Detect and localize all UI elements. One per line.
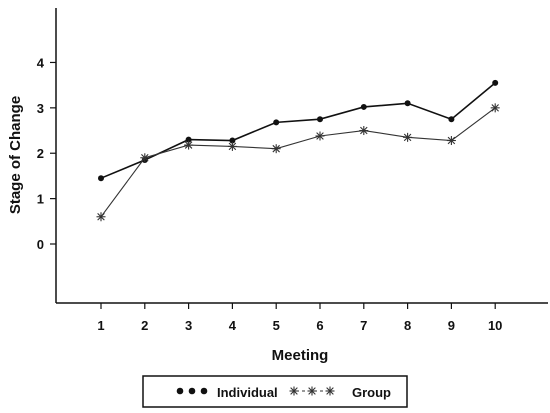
data-point-individual [404, 100, 411, 107]
legend-star [307, 386, 317, 396]
legend-group-marker [289, 386, 335, 396]
x-tick-label: 2 [141, 318, 148, 333]
data-point-group [140, 153, 150, 163]
data-point-individual [229, 137, 236, 144]
series-line-individual [100, 82, 496, 179]
data-point-group [271, 144, 281, 154]
series-line-group [100, 107, 496, 218]
x-tick-label: 4 [229, 318, 237, 333]
data-point-group [403, 132, 413, 142]
legend-dot [200, 387, 208, 395]
data-point-individual [448, 116, 455, 123]
legend-star [325, 386, 335, 396]
data-point-individual [492, 79, 499, 86]
data-point-individual [98, 175, 104, 182]
legend-individual-label: Individual [217, 385, 278, 400]
data-point-group [96, 212, 106, 222]
y-tick-label: 4 [37, 55, 45, 70]
data-point-group [315, 131, 325, 141]
data-point-individual [360, 103, 367, 110]
x-tick-label: 6 [316, 318, 323, 333]
x-tick-label: 10 [488, 318, 502, 333]
x-tick-label: 3 [185, 318, 192, 333]
legend-dot [188, 387, 196, 395]
data-point-group [227, 141, 237, 151]
x-tick-label: 5 [273, 318, 280, 333]
data-point-group [359, 126, 369, 136]
y-ticks: 0 1 2 3 4 [37, 55, 56, 252]
y-axis-title: Stage of Change [7, 96, 24, 214]
legend-group-label: Group [352, 385, 391, 400]
x-ticks: 1 2 3 4 5 6 7 8 9 10 [97, 303, 502, 333]
x-tick-label: 8 [404, 318, 411, 333]
y-tick-label: 3 [37, 101, 44, 116]
data-point-individual [273, 119, 280, 126]
data-point-group [490, 103, 500, 113]
x-axis-title: Meeting [272, 347, 329, 364]
data-point-group [446, 136, 456, 146]
legend: Individual Group [142, 375, 408, 408]
x-tick-label: 1 [97, 318, 104, 333]
data-point-individual [185, 136, 192, 143]
data-point-group [184, 140, 194, 150]
legend-dot [176, 387, 184, 395]
y-tick-label: 0 [37, 237, 44, 252]
legend-box [142, 375, 408, 408]
legend-star [289, 386, 299, 396]
data-point-individual [317, 116, 323, 123]
y-tick-label: 1 [37, 192, 44, 207]
y-tick-label: 2 [37, 146, 44, 161]
x-tick-label: 9 [448, 318, 455, 333]
legend-individual-marker [176, 387, 208, 395]
series-layer [96, 79, 500, 222]
x-tick-label: 7 [360, 318, 367, 333]
